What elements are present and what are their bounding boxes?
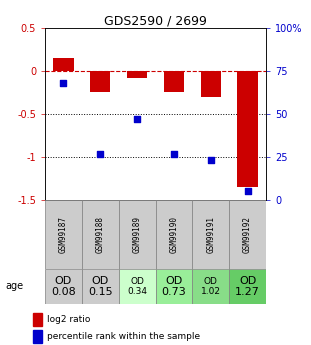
- Bar: [82, 200, 119, 269]
- Bar: [33, 313, 42, 326]
- Bar: [229, 269, 266, 304]
- Text: log2 ratio: log2 ratio: [47, 315, 90, 324]
- Bar: [127, 71, 147, 78]
- Bar: [201, 71, 221, 97]
- Bar: [164, 71, 184, 92]
- Bar: [229, 200, 266, 269]
- Bar: [53, 58, 74, 71]
- Bar: [156, 269, 192, 304]
- Text: GSM99192: GSM99192: [243, 216, 252, 253]
- Bar: [119, 269, 156, 304]
- Title: GDS2590 / 2699: GDS2590 / 2699: [104, 14, 207, 28]
- Bar: [119, 200, 156, 269]
- Bar: [156, 200, 192, 269]
- Text: OD
1.27: OD 1.27: [235, 276, 260, 297]
- Text: OD
1.02: OD 1.02: [201, 277, 221, 296]
- Bar: [192, 200, 229, 269]
- Text: GSM99187: GSM99187: [59, 216, 68, 253]
- Point: [135, 116, 140, 122]
- Text: GSM99191: GSM99191: [206, 216, 215, 253]
- Bar: [45, 200, 82, 269]
- Bar: [90, 71, 110, 92]
- Text: age: age: [5, 282, 23, 291]
- Text: GSM99189: GSM99189: [132, 216, 142, 253]
- Text: OD
0.08: OD 0.08: [51, 276, 76, 297]
- Point: [61, 80, 66, 86]
- Point: [208, 158, 213, 163]
- Point: [98, 151, 103, 156]
- Bar: [45, 269, 82, 304]
- Text: GSM99190: GSM99190: [169, 216, 179, 253]
- Bar: [237, 71, 258, 187]
- Point: [171, 151, 176, 156]
- Text: percentile rank within the sample: percentile rank within the sample: [47, 332, 200, 341]
- Text: OD
0.15: OD 0.15: [88, 276, 113, 297]
- Text: OD
0.34: OD 0.34: [127, 277, 147, 296]
- Text: OD
0.73: OD 0.73: [161, 276, 186, 297]
- Point: [245, 189, 250, 194]
- Text: GSM99188: GSM99188: [96, 216, 105, 253]
- Bar: [82, 269, 119, 304]
- Bar: [192, 269, 229, 304]
- Bar: [33, 330, 42, 343]
